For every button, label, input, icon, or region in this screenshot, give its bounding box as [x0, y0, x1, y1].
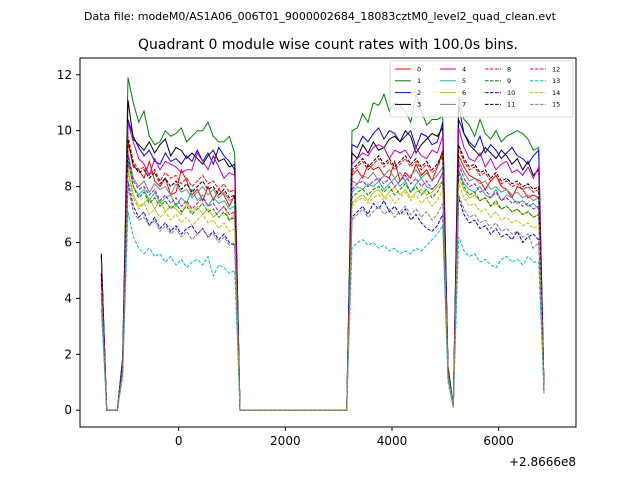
legend-label-5: 5 [462, 77, 466, 85]
series-line-8 [100, 136, 545, 411]
y-tick-label: 8 [64, 180, 72, 194]
legend-label-14: 14 [552, 89, 560, 97]
y-tick-label: 12 [57, 68, 72, 82]
x-offset-label: +2.8666e8 [509, 455, 576, 469]
legend-label-0: 0 [417, 65, 421, 73]
y-axis: 0 2 4 6 8 10 12 [57, 68, 80, 417]
x-tick-label: 0 [175, 434, 183, 448]
legend-label-10: 10 [507, 89, 515, 97]
legend-label-15: 15 [552, 101, 560, 109]
y-tick-label: 0 [64, 403, 72, 417]
legend-label-6: 6 [462, 89, 466, 97]
legend-label-4: 4 [462, 65, 466, 73]
series-line-15 [100, 186, 545, 411]
plot-area [100, 77, 545, 411]
y-tick-label: 4 [64, 291, 72, 305]
legend-label-11: 11 [507, 101, 515, 109]
suptitle: Data file: modeM0/AS1A06_006T01_90000026… [84, 10, 557, 23]
legend-label-1: 1 [417, 77, 421, 85]
x-tick-label: 6000 [483, 434, 514, 448]
y-tick-label: 10 [57, 124, 72, 138]
legend-label-13: 13 [552, 77, 560, 85]
y-tick-label: 6 [64, 236, 72, 250]
chart-title: Quadrant 0 module wise count rates with … [138, 37, 518, 53]
x-tick-label: 2000 [270, 434, 301, 448]
legend-label-8: 8 [507, 65, 511, 73]
x-tick-label: 4000 [377, 434, 408, 448]
series-layer [100, 77, 545, 411]
series-line-14 [100, 172, 545, 411]
legend-label-12: 12 [552, 65, 560, 73]
legend-label-2: 2 [417, 89, 421, 97]
legend-label-7: 7 [462, 101, 466, 109]
x-axis: 0 2000 4000 6000 [175, 427, 514, 448]
legend-label-3: 3 [417, 101, 421, 109]
y-tick-label: 2 [64, 347, 72, 361]
legend-box [389, 60, 574, 118]
legend-label-9: 9 [507, 77, 511, 85]
